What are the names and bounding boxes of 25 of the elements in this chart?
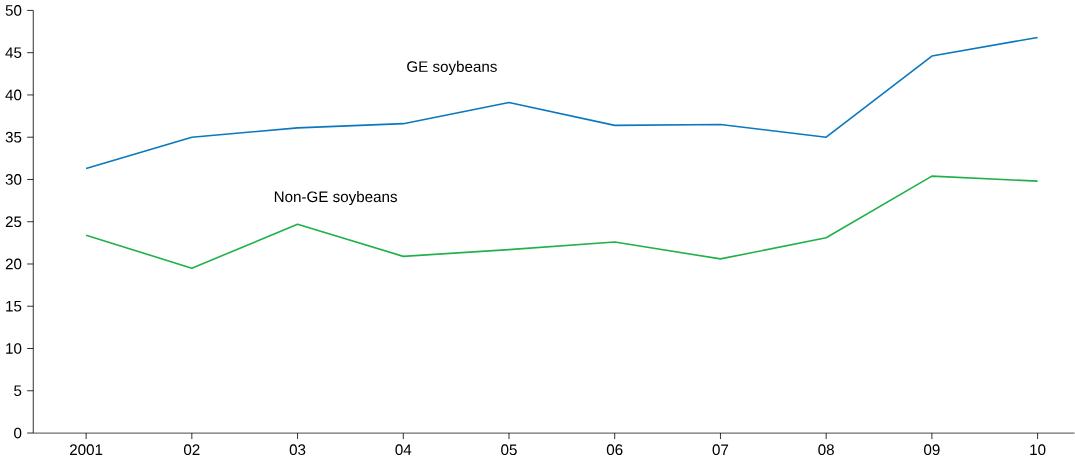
y-tick-label: 20 [5, 258, 22, 270]
x-tick-label: 10 [1030, 444, 1046, 456]
series-label: Non-GE soybeans [274, 190, 397, 206]
x-tick-label: 07 [712, 444, 729, 456]
y-tick-label: 35 [5, 131, 22, 143]
x-tick-label: 08 [818, 444, 834, 456]
y-tick-label: 5 [14, 385, 22, 396]
x-tick-label: 06 [606, 444, 623, 456]
y-tick-label: 15 [6, 300, 22, 312]
x-tick-label: 2001 [70, 444, 103, 456]
y-tick-label: 0 [14, 427, 22, 439]
y-tick-label: 50 [5, 4, 22, 16]
x-tick-label: 09 [924, 444, 940, 456]
y-tick-label: 25 [5, 216, 22, 228]
x-tick-label: 05 [501, 444, 517, 456]
line-series [85, 175, 1039, 269]
y-tick-label: 45 [5, 47, 22, 58]
x-tick-label: 03 [289, 444, 306, 456]
series-label: GE soybeans [407, 60, 497, 75]
y-tick-label: 30 [5, 174, 22, 185]
x-tick-label: 02 [183, 444, 200, 456]
y-tick-label: 10 [6, 343, 22, 354]
y-tick-label: 40 [5, 89, 22, 101]
x-tick-label: 04 [395, 444, 412, 456]
line-series [85, 36, 1039, 170]
